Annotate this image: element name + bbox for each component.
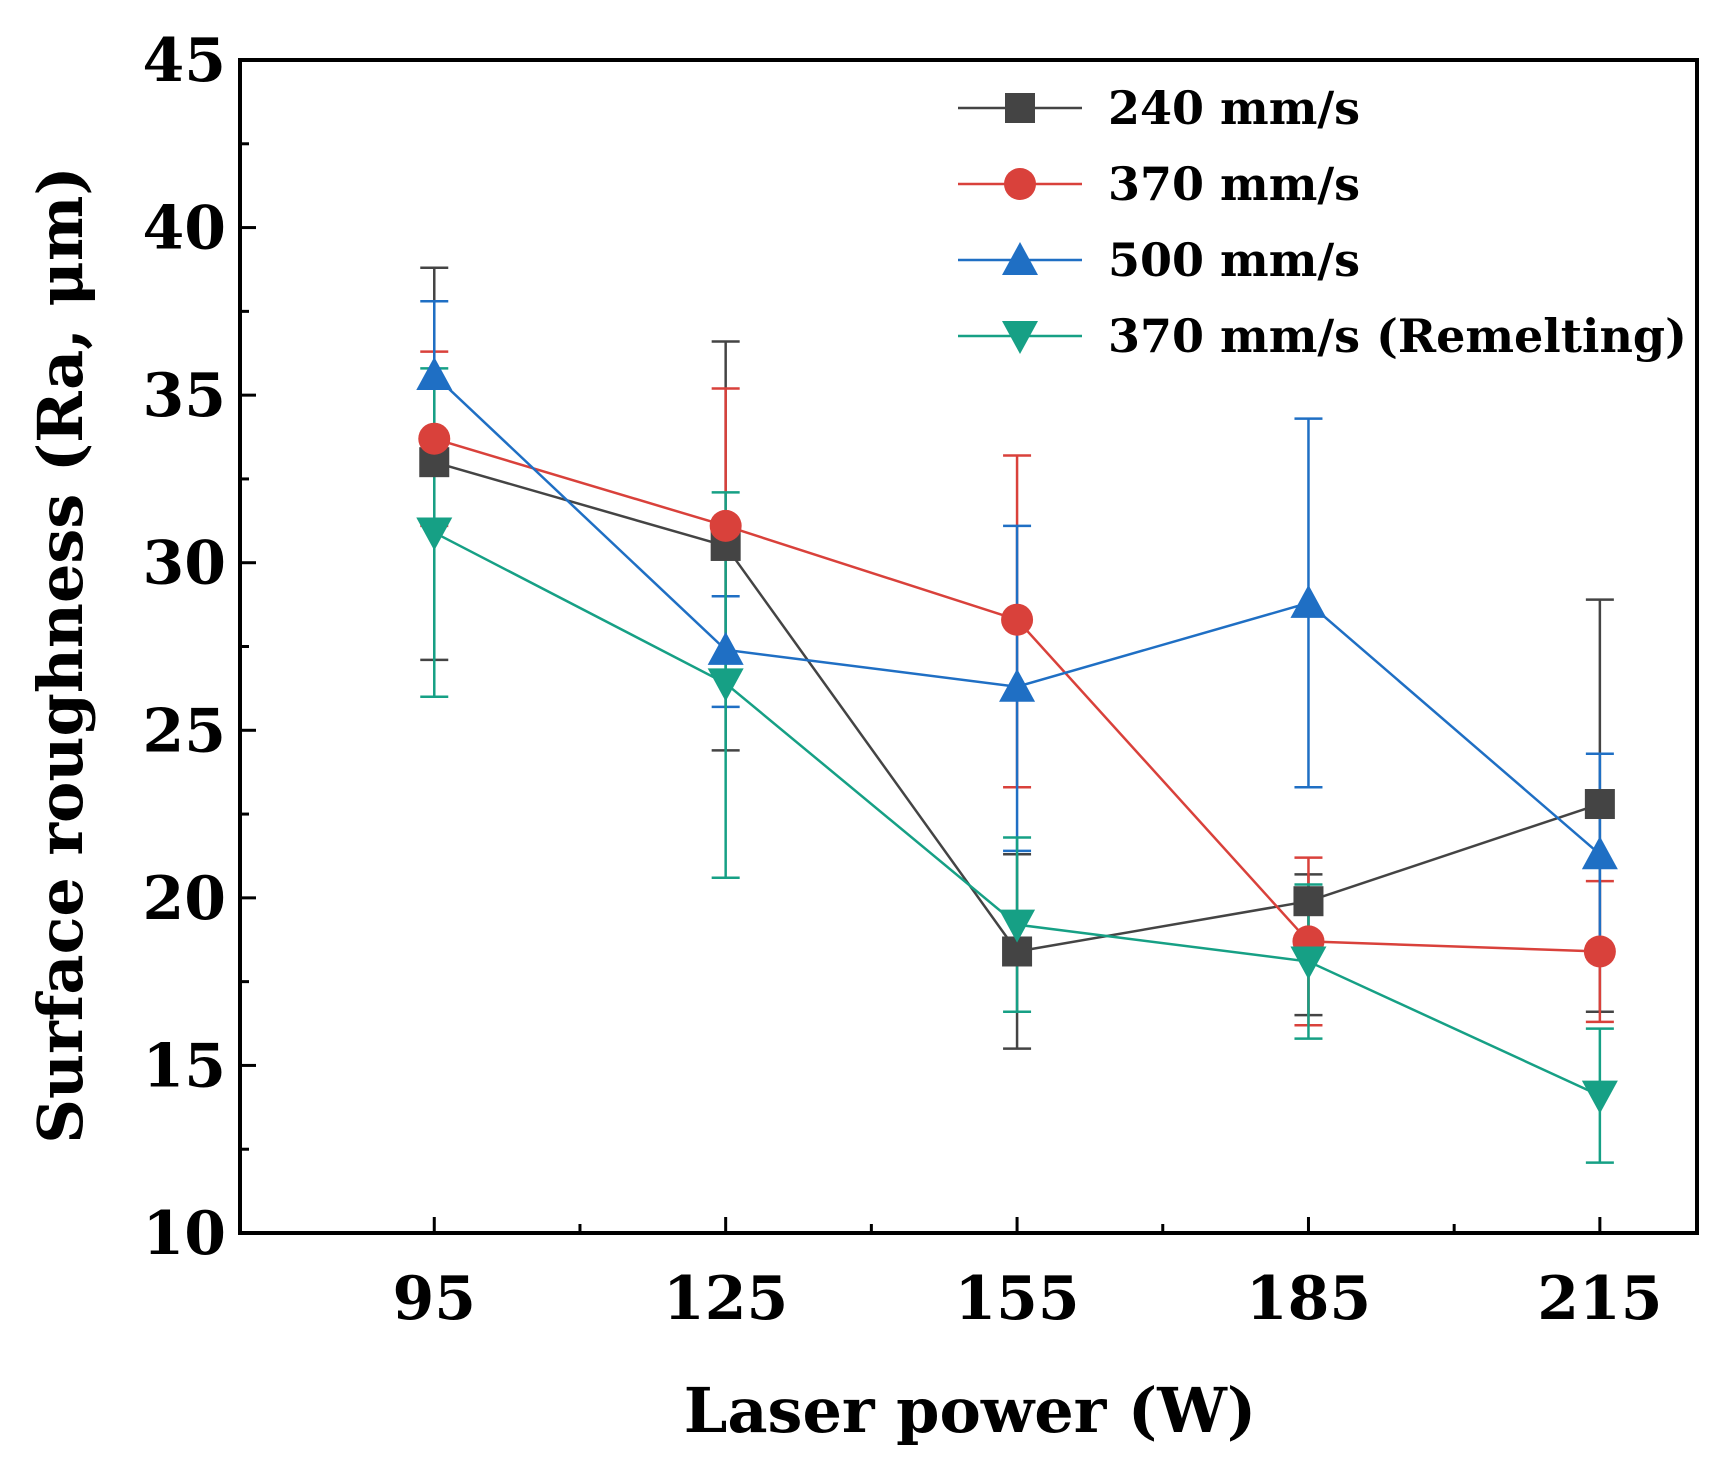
- data-point-500-mm-s: [999, 668, 1036, 702]
- x-tick-label: 155: [954, 1264, 1079, 1334]
- legend-marker-370-mm-s: [1004, 168, 1036, 200]
- plot-frame: [238, 58, 1699, 1235]
- x-tick-label: 95: [393, 1264, 477, 1334]
- y-axis-title: Surface roughness (Ra, μm): [24, 166, 97, 1144]
- legend: 240 mm/s 370 mm/s 500 mm/s 370 mm/s (Remelt…: [958, 81, 1687, 363]
- legend-label-370-mm-s-remelting: 370 mm/s (Remelting): [1108, 309, 1687, 363]
- data-point-370-mm-s-remelting: [707, 668, 744, 702]
- data-point-500-mm-s: [1581, 836, 1618, 870]
- y-tick-label: 30: [143, 529, 227, 599]
- data-point-240-mm-s: [1584, 789, 1615, 820]
- data-point-370-mm-s: [1001, 603, 1034, 636]
- legend-label-240-mm-s: 240 mm/s: [1108, 81, 1360, 135]
- x-tick-label: 125: [663, 1264, 788, 1334]
- x-tick-label: 215: [1537, 1264, 1662, 1334]
- data-point-370-mm-s: [709, 509, 742, 542]
- legend-label-370-mm-s: 370 mm/s: [1108, 157, 1360, 211]
- x-axis-title: Laser power (W): [684, 1374, 1256, 1447]
- y-tick-label: 45: [143, 26, 227, 96]
- y-tick-label: 15: [143, 1031, 227, 1101]
- data-point-500-mm-s: [707, 631, 744, 665]
- data-point-370-mm-s-remelting: [999, 909, 1036, 943]
- data-point-500-mm-s: [1290, 584, 1327, 618]
- data-point-370-mm-s-remelting: [1290, 946, 1327, 980]
- error-bars: [420, 266, 1614, 1164]
- series-markers: [416, 357, 1618, 1114]
- y-tick-label: 25: [143, 696, 227, 766]
- axis-ticks: [240, 58, 1602, 1235]
- data-point-240-mm-s: [1293, 886, 1324, 917]
- y-tick-label: 20: [143, 864, 227, 934]
- data-point-370-mm-s-remelting: [416, 517, 453, 551]
- x-tick-label: 185: [1246, 1264, 1371, 1334]
- data-point-370-mm-s: [1583, 935, 1616, 968]
- legend-marker-240-mm-s: [1005, 93, 1035, 123]
- data-point-370-mm-s-remelting: [1581, 1080, 1618, 1114]
- legend-marker-500-mm-s: [1002, 242, 1038, 275]
- legend-label-500-mm-s: 500 mm/s: [1108, 233, 1360, 287]
- legend-marker-370-mm-s-remelting: [1002, 321, 1038, 354]
- data-point-500-mm-s: [416, 357, 453, 391]
- y-tick-label: 10: [143, 1199, 227, 1269]
- y-tick-label: 40: [143, 194, 227, 264]
- y-tick-label: 35: [143, 361, 227, 431]
- data-point-370-mm-s: [418, 422, 451, 455]
